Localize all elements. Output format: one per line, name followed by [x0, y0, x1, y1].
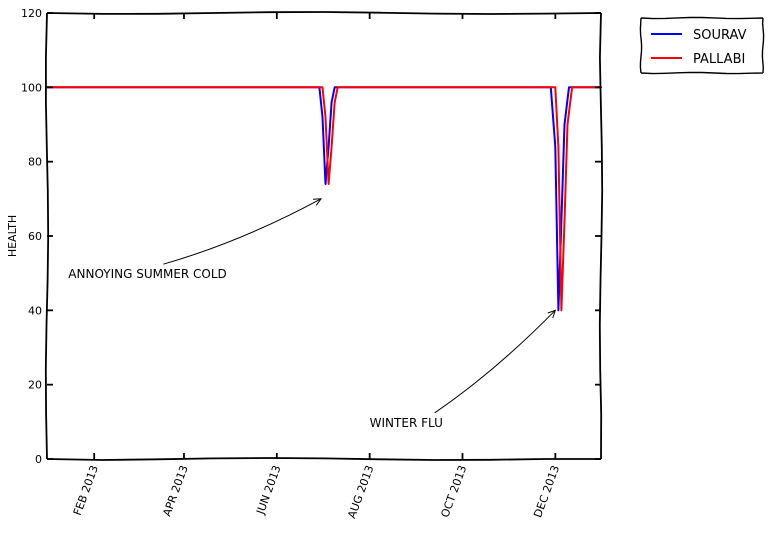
x-tick-label-2013-08-01: AUG 2013	[345, 464, 376, 521]
y-tick-label-120: 120	[21, 7, 42, 20]
annotation-arrowhead-winter-flu	[547, 309, 557, 319]
legend-label-pallabi: PALLABI	[693, 52, 745, 67]
x-tick-label-2013-10-01: OCT 2013	[438, 464, 469, 520]
plot-frame	[44, 11, 604, 461]
y-axis-ticks: 0 20 40 60 80 100 120	[21, 7, 601, 466]
x-tick-label-2013-12-01: DEC 2013	[531, 464, 562, 520]
legend-frame	[639, 16, 765, 75]
y-axis-label: HEALTH	[6, 215, 19, 257]
legend-label-sourav: SOURAV	[693, 28, 747, 43]
annotation-arrow-annoying-summer-cold	[163, 198, 322, 265]
series-layer	[46, 86, 602, 312]
series-line-pallabi	[46, 86, 602, 312]
y-tick-label-60: 60	[28, 230, 42, 243]
annotations: ANNOYING SUMMER COLD WINTER FLU	[68, 198, 557, 430]
plot-background	[47, 13, 601, 459]
x-tick-label-2013-02-01: FEB 2013	[71, 464, 101, 518]
y-tick-label-0: 0	[35, 453, 42, 466]
x-tick-label-2013-06-01: JUN 2013	[254, 464, 284, 517]
x-tick-label-2013-04-01: APR 2013	[160, 464, 190, 519]
annotation-arrow-winter-flu	[434, 309, 556, 414]
legend: SOURAV PALLABI	[639, 16, 765, 75]
y-tick-label-80: 80	[28, 156, 42, 169]
y-tick-label-40: 40	[28, 304, 42, 317]
annotation-text-annoying-summer-cold: ANNOYING SUMMER COLD	[68, 267, 227, 281]
y-tick-label-20: 20	[28, 379, 42, 392]
y-tick-label-100: 100	[21, 81, 42, 94]
annotation-text-winter-flu: WINTER FLU	[370, 416, 443, 430]
annotation-arrowhead-annoying-summer-cold	[312, 198, 323, 206]
